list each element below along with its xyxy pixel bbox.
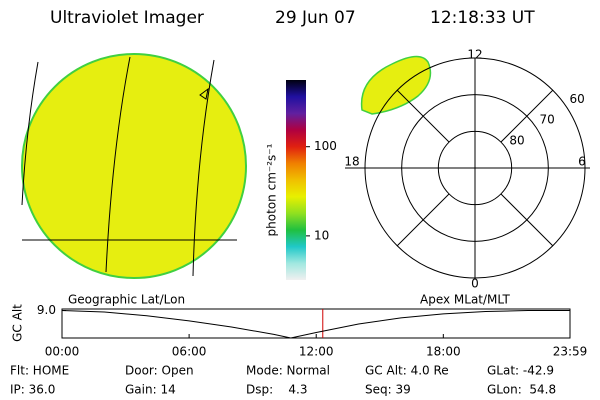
image-disk — [21, 53, 247, 279]
x-tick-label: 18:00 — [426, 345, 461, 359]
status-field: Mode: Normal — [246, 364, 330, 378]
y-tick-label: 9.0 — [37, 303, 56, 317]
status-field: GC Alt: 4.0 Re — [365, 364, 449, 378]
lat-ring — [437, 130, 513, 206]
x-tick-label: 00:00 — [45, 345, 80, 359]
plot-frame — [61, 308, 571, 339]
lat-ring — [401, 94, 549, 242]
status-field: Dsp: 4.3 — [246, 383, 308, 397]
x-tick-label: 06:00 — [172, 345, 207, 359]
y-axis-label: GC Alt — [11, 304, 25, 342]
date: 29 Jun 07 — [275, 8, 356, 28]
lat-ring — [364, 57, 586, 279]
status-field: GLon: 54.8 — [487, 383, 556, 397]
colorbar-tick-label: 100 — [314, 139, 337, 153]
colorbar — [286, 80, 306, 280]
colorbar-label: photon cm⁻²s⁻¹ — [265, 143, 279, 236]
status-field: Gain: 14 — [125, 383, 176, 397]
altitude-line — [61, 310, 570, 339]
lat-label: 60 — [570, 92, 585, 106]
status-field: Door: Open — [125, 364, 194, 378]
colorbar-tick-label: 10 — [314, 228, 329, 242]
status-field: Flt: HOME — [10, 364, 69, 378]
geo-grid — [21, 56, 237, 277]
mlt-label: 0 — [471, 277, 479, 291]
lat-label: 70 — [539, 113, 554, 127]
x-tick-label: 23:59 — [553, 345, 588, 359]
auroral-region — [360, 55, 432, 115]
lat-label: 80 — [509, 134, 524, 148]
mlt-label: 6 — [578, 155, 586, 169]
x-tick-label: 12:00 — [299, 345, 334, 359]
time: 12:18:33 UT — [430, 8, 535, 28]
status-field: GLat: -42.9 — [487, 364, 554, 378]
status-field: IP: 36.0 — [10, 383, 55, 397]
mlt-label: 18 — [344, 155, 359, 169]
plot-title-right: Apex MLat/MLT — [420, 293, 510, 307]
mlt-label: 12 — [467, 48, 482, 62]
title: Ultraviolet Imager — [50, 8, 204, 28]
status-field: Seq: 39 — [365, 383, 411, 397]
plot-title-left: Geographic Lat/Lon — [68, 293, 185, 307]
status-footer: Flt: HOME Door: Open Mode: Normal GC Alt: 4… — [10, 364, 556, 397]
